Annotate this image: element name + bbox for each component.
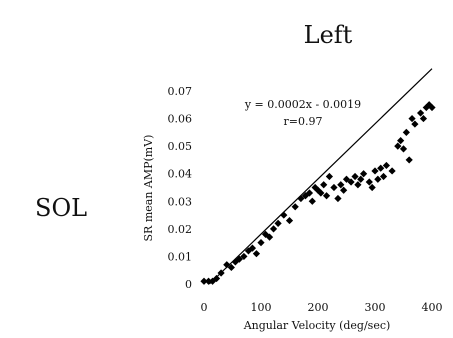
y-axis-ticks: 0 0.01 0.02 0.03 0.04 0.05 0.06 0.07 bbox=[168, 85, 193, 291]
data-point bbox=[305, 189, 314, 197]
data-point bbox=[204, 277, 213, 285]
data-point bbox=[377, 164, 385, 172]
data-point bbox=[317, 189, 325, 197]
data-point bbox=[368, 183, 376, 192]
data-point bbox=[419, 114, 428, 123]
side-title: Left bbox=[304, 21, 353, 49]
x-tick-label: 0 bbox=[201, 301, 208, 314]
data-point bbox=[330, 183, 338, 192]
data-point bbox=[402, 128, 410, 136]
data-point bbox=[311, 183, 319, 192]
x-axis-label: Angular Velocity (deg/sec) bbox=[243, 319, 391, 332]
data-point bbox=[217, 269, 225, 277]
data-point bbox=[227, 263, 235, 272]
data-point bbox=[265, 233, 274, 241]
data-point bbox=[231, 258, 239, 266]
data-point bbox=[417, 109, 425, 117]
data-point bbox=[223, 261, 231, 269]
data-point bbox=[252, 250, 261, 258]
muscle-label: SOL bbox=[35, 194, 87, 222]
data-point bbox=[422, 103, 430, 112]
y-tick-label: 0.04 bbox=[168, 168, 193, 181]
data-point bbox=[337, 181, 345, 189]
data-point bbox=[347, 178, 355, 186]
data-points bbox=[200, 101, 436, 285]
data-point bbox=[425, 101, 433, 109]
data-point bbox=[257, 239, 265, 247]
y-tick-label: 0.05 bbox=[168, 140, 193, 153]
data-point bbox=[291, 203, 299, 211]
data-point bbox=[399, 145, 408, 153]
data-point bbox=[374, 175, 382, 183]
x-tick-label: 100 bbox=[251, 301, 272, 314]
data-point bbox=[280, 211, 288, 219]
correlation-coefficient: r=0.97 bbox=[284, 115, 323, 128]
data-point bbox=[411, 120, 419, 128]
data-point bbox=[428, 103, 436, 112]
regression-equation: y = 0.0002x - 0.0019 bbox=[244, 98, 361, 111]
data-point bbox=[340, 186, 348, 194]
data-point bbox=[405, 156, 413, 164]
y-tick-label: 0.06 bbox=[168, 113, 193, 126]
data-point bbox=[200, 277, 208, 285]
data-point bbox=[397, 137, 405, 145]
data-point bbox=[297, 194, 305, 203]
data-point bbox=[351, 172, 359, 181]
data-point bbox=[394, 142, 402, 150]
x-tick-label: 200 bbox=[308, 301, 329, 314]
data-point bbox=[308, 197, 316, 205]
y-tick-label: 0.01 bbox=[168, 250, 193, 263]
data-point bbox=[379, 172, 388, 181]
data-point bbox=[301, 192, 310, 200]
data-point bbox=[342, 175, 351, 183]
data-point bbox=[365, 178, 373, 186]
data-point bbox=[274, 219, 282, 227]
data-point bbox=[235, 255, 243, 263]
data-point bbox=[320, 181, 328, 189]
data-point bbox=[325, 172, 333, 181]
trendline-group bbox=[208, 68, 433, 285]
x-tick-label: 300 bbox=[365, 301, 386, 314]
x-axis-ticks: 0 100 200 300 400 bbox=[201, 301, 443, 314]
data-point bbox=[354, 181, 362, 189]
data-point bbox=[322, 192, 331, 200]
data-point bbox=[248, 244, 257, 252]
y-axis-label: SR mean AMP(mV) bbox=[142, 135, 155, 242]
data-point bbox=[240, 252, 248, 261]
data-point bbox=[334, 194, 342, 203]
data-point bbox=[382, 161, 390, 170]
y-tick-label: 0.03 bbox=[168, 195, 193, 208]
y-tick-label: 0 bbox=[185, 278, 192, 291]
data-point bbox=[371, 167, 379, 175]
data-point bbox=[285, 216, 294, 225]
data-point bbox=[212, 274, 221, 283]
data-point bbox=[269, 225, 278, 233]
data-point bbox=[388, 167, 396, 175]
data-point bbox=[408, 114, 416, 123]
x-tick-label: 400 bbox=[422, 301, 443, 314]
data-point bbox=[360, 170, 368, 178]
trendline bbox=[208, 68, 433, 285]
y-tick-label: 0.02 bbox=[168, 223, 193, 236]
y-tick-label: 0.07 bbox=[168, 85, 193, 98]
data-point bbox=[357, 175, 365, 183]
